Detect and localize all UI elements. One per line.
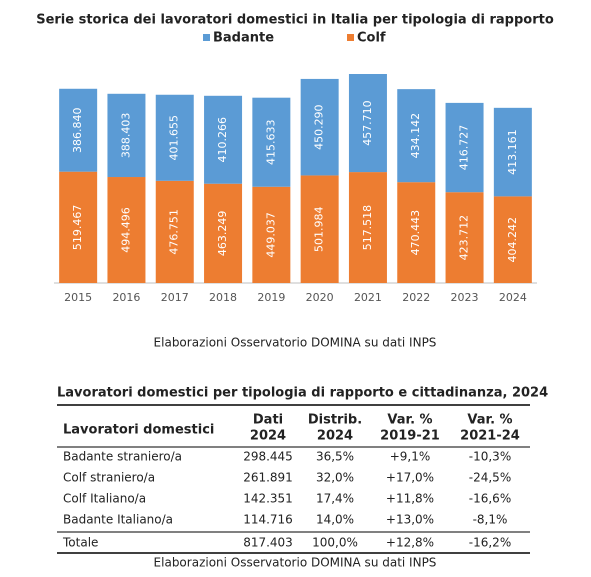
bar-segment — [348, 74, 387, 173]
table-header: 2024 — [250, 429, 286, 444]
value-label: 434.142 — [409, 113, 422, 159]
value-label: 519.467 — [71, 205, 84, 251]
value-label: 449.037 — [264, 212, 277, 258]
table-cell: 261.891 — [243, 471, 293, 485]
table-cell: 36,5% — [316, 450, 354, 464]
table-header: 2021-24 — [460, 429, 520, 444]
legend-swatch — [203, 34, 210, 41]
value-label: 517.518 — [361, 205, 374, 251]
table-cell: +13,0% — [386, 513, 434, 527]
table-cell: -16,2% — [469, 536, 511, 550]
x-tick-label: 2016 — [112, 291, 140, 304]
bar-segment — [204, 95, 243, 184]
table-cell: Badante straniero/a — [63, 450, 182, 464]
table-header: 2024 — [317, 429, 353, 444]
legend-label: Colf — [357, 31, 386, 46]
bar-segment — [445, 102, 484, 193]
table-header: Lavoratori domestici — [63, 423, 214, 438]
value-label: 404.242 — [506, 217, 519, 263]
value-label: 501.984 — [313, 206, 326, 252]
value-label: 413.161 — [506, 129, 519, 175]
table-cell: 14,0% — [316, 513, 354, 527]
table-cell: -8,1% — [473, 513, 508, 527]
bar-segment — [252, 186, 291, 283]
table-header: 2019-21 — [380, 429, 440, 444]
bar-segment — [107, 93, 146, 178]
table-cell: 17,4% — [316, 492, 354, 506]
table-cell: 114.716 — [243, 513, 293, 527]
value-label: 476.751 — [168, 209, 181, 255]
legend-swatch — [347, 34, 354, 41]
x-tick-label: 2022 — [402, 291, 430, 304]
table-cell: 817.403 — [243, 536, 293, 550]
bar-segment — [252, 97, 291, 187]
chart-title: Serie storica dei lavoratori domestici i… — [36, 13, 554, 28]
x-tick-label: 2015 — [64, 291, 92, 304]
x-tick-label: 2017 — [161, 291, 189, 304]
x-tick-label: 2024 — [499, 291, 527, 304]
bar-segment — [204, 183, 243, 283]
value-label: 410.266 — [216, 117, 229, 163]
value-label: 470.443 — [409, 210, 422, 256]
value-label: 423.712 — [458, 215, 471, 261]
value-label: 463.249 — [216, 211, 229, 257]
table-cell: Colf straniero/a — [63, 471, 155, 485]
table-cell: Totale — [62, 536, 98, 550]
table-cell: Colf Italiano/a — [63, 492, 146, 506]
bar-segment — [348, 172, 387, 283]
x-tick-label: 2018 — [209, 291, 237, 304]
table-cell: -10,3% — [469, 450, 511, 464]
x-tick-label: 2023 — [451, 291, 479, 304]
table-header: Var. % — [387, 413, 432, 428]
value-label: 388.403 — [119, 113, 132, 159]
value-label: 450.290 — [313, 104, 326, 150]
bar-segment — [59, 171, 98, 283]
value-label: 401.655 — [168, 115, 181, 161]
table-cell: +17,0% — [386, 471, 434, 485]
bar-segment — [300, 175, 339, 283]
x-tick-label: 2019 — [257, 291, 285, 304]
table-cell: +9,1% — [390, 450, 431, 464]
value-label: 457.710 — [361, 100, 374, 146]
table-cell: 100,0% — [312, 536, 358, 550]
bar-segment — [445, 192, 484, 283]
table-header: Dati — [253, 413, 283, 428]
bar-segment — [300, 78, 339, 176]
value-label: 416.727 — [458, 125, 471, 171]
bar-segment — [493, 196, 532, 283]
x-tick-label: 2020 — [306, 291, 334, 304]
value-label: 386.840 — [71, 107, 84, 153]
bar-segment — [493, 107, 532, 197]
legend-label: Badante — [213, 31, 274, 46]
bar-segment — [155, 94, 194, 181]
value-label: 494.496 — [119, 207, 132, 253]
value-label: 415.633 — [264, 119, 277, 165]
bar-segment — [397, 182, 436, 283]
table-title: Lavoratori domestici per tipologia di ra… — [57, 386, 548, 401]
table-cell: -24,5% — [469, 471, 511, 485]
x-tick-label: 2021 — [354, 291, 382, 304]
bar-segment — [107, 177, 146, 283]
table-cell: +12,8% — [386, 536, 434, 550]
table-cell: 142.351 — [243, 492, 293, 506]
bar-segment — [59, 88, 98, 172]
table-header: Var. % — [467, 413, 512, 428]
bar-segment — [397, 89, 436, 183]
table-cell: 298.445 — [243, 450, 293, 464]
table-cell: Badante Italiano/a — [63, 513, 173, 527]
table-cell: +11,8% — [386, 492, 434, 506]
table-source: Elaborazioni Osservatorio DOMINA su dati… — [154, 556, 437, 570]
table-cell: -16,6% — [469, 492, 511, 506]
bar-segment — [155, 180, 194, 283]
table-header: Distrib. — [308, 413, 362, 428]
table-cell: 32,0% — [316, 471, 354, 485]
chart-source: Elaborazioni Osservatorio DOMINA su dati… — [154, 336, 437, 350]
